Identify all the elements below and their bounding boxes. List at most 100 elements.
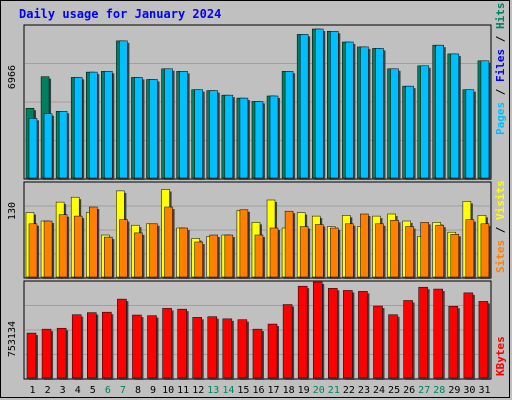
legend-sites: Sites <box>494 240 507 273</box>
kbytes-bar <box>373 305 383 379</box>
kbytes-bar <box>448 306 459 379</box>
sites-bar <box>299 226 309 278</box>
kbytes-bar <box>478 301 489 379</box>
x-tick-label: 28 <box>433 385 445 396</box>
files-bar <box>345 41 354 179</box>
kbytes-legend: KBytes <box>494 336 507 376</box>
x-tick-label: 3 <box>60 385 66 396</box>
sites-bar <box>58 214 68 278</box>
kbytes-bar <box>87 312 97 379</box>
sites-bar <box>480 223 490 278</box>
legend-visits: Visits <box>494 180 507 220</box>
files-bar <box>43 113 53 179</box>
sites-bar <box>179 227 188 278</box>
x-tick-label: 21 <box>328 385 340 396</box>
sites-bar <box>450 234 460 278</box>
kbytes-bar <box>358 291 368 379</box>
kbytes-bar <box>312 281 323 379</box>
x-tick-label: 29 <box>448 385 460 396</box>
sites-bar <box>194 241 203 278</box>
kbytes-bar <box>267 323 278 379</box>
x-tick-label: 6 <box>105 385 111 396</box>
visits-y-max-label: 130 <box>7 202 18 220</box>
x-tick-label: 20 <box>313 385 325 396</box>
files-bar <box>209 90 219 179</box>
x-tick-label: 30 <box>463 385 475 396</box>
x-tick-label: 14 <box>222 385 234 396</box>
kbytes-bar <box>41 328 52 379</box>
kbytes-bar <box>237 319 248 379</box>
sites-bar <box>254 234 264 278</box>
x-tick-label: 24 <box>373 385 385 396</box>
files-bar <box>435 44 444 179</box>
legend-pages: Pages <box>494 102 507 135</box>
files-bar <box>149 79 158 179</box>
files-bar <box>480 60 490 179</box>
files-bar <box>450 53 460 179</box>
x-tick-label: 22 <box>343 385 355 396</box>
kbytes-bar <box>222 318 233 379</box>
kbytes-bar <box>463 292 474 379</box>
kbytes-bar <box>388 314 398 379</box>
kbytes-bar <box>403 300 413 379</box>
kbytes-bar <box>162 308 172 379</box>
sites-bar <box>134 232 143 278</box>
legend-hits: Hits <box>494 3 507 30</box>
sites-bar <box>28 223 38 278</box>
x-tick-label: 26 <box>403 385 415 396</box>
sites-bar <box>89 206 98 278</box>
files-bar <box>330 31 339 179</box>
x-tick-label: 17 <box>268 385 280 396</box>
kbytes-bar <box>147 315 157 379</box>
sites-bar <box>104 236 113 278</box>
files-bar <box>224 94 234 179</box>
files-bar <box>164 68 173 179</box>
kbytes-bar <box>252 328 263 379</box>
sites-bar <box>405 226 414 278</box>
kbytes-bar <box>343 290 353 379</box>
files-bar <box>58 111 68 179</box>
sites-bar <box>43 220 53 278</box>
files-bar <box>134 77 143 179</box>
kbytes-bar <box>26 332 37 379</box>
kbytes-bar <box>56 327 67 379</box>
x-tick-label: 16 <box>252 385 264 396</box>
legend-sep: / <box>494 82 507 102</box>
kbytes-bar <box>418 286 428 379</box>
sites-bar <box>73 215 83 278</box>
kbytes-bar <box>102 311 112 379</box>
files-bar <box>299 34 309 179</box>
x-tick-label: 31 <box>478 385 490 396</box>
x-tick-label: 2 <box>45 385 51 396</box>
x-tick-label: 27 <box>418 385 430 396</box>
x-tick-label: 19 <box>298 385 310 396</box>
files-bar <box>314 28 324 179</box>
sites-bar <box>360 213 369 278</box>
x-tick-label: 9 <box>150 385 156 396</box>
kbytes-y-max-label: 753134 <box>7 321 18 357</box>
x-tick-label: 18 <box>283 385 295 396</box>
chart-title: Daily usage for January 2024 <box>19 7 222 21</box>
x-tick-label: 1 <box>30 385 36 396</box>
sites-bar <box>149 223 158 278</box>
sites-bar <box>119 219 128 278</box>
files-bar <box>405 85 414 179</box>
files-bar <box>420 65 429 179</box>
sites-bar <box>435 224 444 278</box>
sites-visits-legend: Sites / Visits <box>494 180 507 273</box>
files-bar <box>254 101 264 179</box>
files-bar <box>390 68 399 179</box>
kbytes-bar <box>207 316 218 379</box>
files-bar <box>104 71 113 179</box>
sites-bar <box>465 219 475 278</box>
sites-bar <box>224 234 234 278</box>
kbytes-bar <box>132 314 142 379</box>
kbytes-bar <box>433 288 443 379</box>
kbytes-bar <box>328 288 338 379</box>
x-tick-label: 13 <box>207 385 219 396</box>
sites-bar <box>390 220 399 278</box>
x-tick-label: 12 <box>192 385 204 396</box>
files-bar <box>360 46 369 179</box>
files-bar <box>239 97 249 179</box>
